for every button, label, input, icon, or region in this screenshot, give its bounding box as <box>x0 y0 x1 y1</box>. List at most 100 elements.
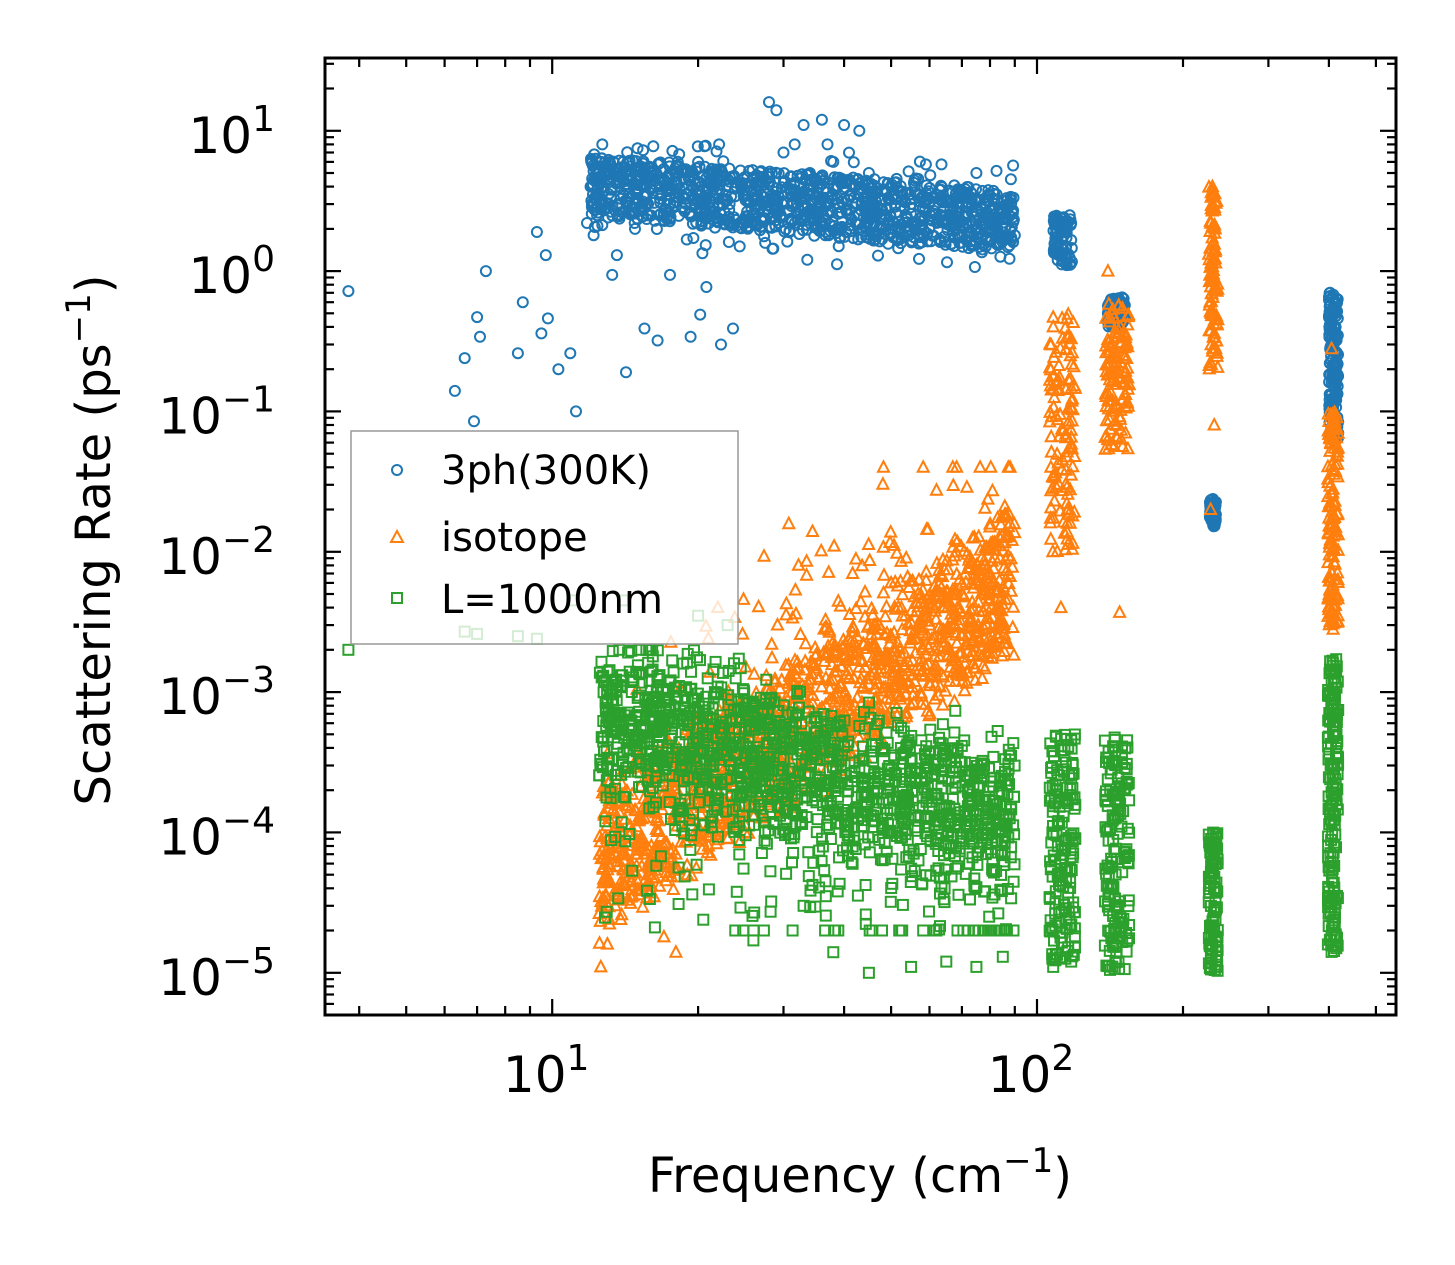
point-square <box>625 644 638 657</box>
point-circle <box>698 140 711 153</box>
point-triangle <box>889 545 905 559</box>
point-triangle <box>1327 571 1342 586</box>
point-circle <box>595 193 608 206</box>
point-triangle <box>674 833 689 848</box>
point-square <box>895 721 908 734</box>
point-triangle <box>853 652 868 666</box>
point-triangle <box>904 630 920 645</box>
point-square <box>641 884 653 897</box>
point-square <box>688 644 700 657</box>
point-triangle <box>732 834 747 848</box>
point-triangle <box>651 812 666 827</box>
point-triangle <box>985 482 1000 497</box>
point-triangle <box>992 572 1007 586</box>
point-triangle <box>777 694 792 709</box>
point-circle <box>905 198 918 211</box>
point-triangle <box>836 697 852 712</box>
point-triangle <box>1061 371 1076 386</box>
point-triangle <box>847 738 862 752</box>
point-circle <box>785 170 798 183</box>
point-circle <box>916 209 929 222</box>
point-circle <box>999 213 1012 226</box>
point-circle <box>618 183 631 196</box>
point-triangle <box>905 687 921 701</box>
point-triangle <box>1045 480 1060 494</box>
point-triangle <box>935 696 950 711</box>
point-circle <box>902 165 915 178</box>
point-triangle <box>847 645 863 659</box>
point-triangle <box>971 622 987 637</box>
point-circle <box>629 165 642 178</box>
point-circle <box>924 235 937 248</box>
point-triangle <box>598 887 613 901</box>
point-triangle <box>945 585 960 600</box>
point-triangle <box>855 680 870 694</box>
point-circle <box>935 179 947 192</box>
point-triangle <box>1007 524 1022 539</box>
point-square <box>715 688 728 701</box>
point-triangle <box>1207 216 1222 231</box>
point-circle <box>672 209 685 222</box>
plot-marks <box>342 96 1346 979</box>
point-circle <box>859 218 872 230</box>
point-triangle <box>1118 424 1133 439</box>
point-circle <box>887 216 900 229</box>
point-triangle <box>1065 535 1080 549</box>
point-triangle <box>945 459 960 473</box>
point-circle <box>997 211 1010 224</box>
point-circle <box>747 188 760 201</box>
point-triangle <box>994 602 1009 617</box>
point-triangle <box>814 542 829 557</box>
point-circle <box>479 265 492 278</box>
point-triangle <box>1206 243 1221 257</box>
point-circle <box>988 193 1001 206</box>
point-triangle <box>808 647 823 662</box>
point-triangle <box>996 559 1011 574</box>
point-circle <box>908 174 921 187</box>
point-square <box>924 723 937 736</box>
point-circle <box>687 232 700 244</box>
point-circle <box>939 193 952 206</box>
point-triangle <box>913 609 929 624</box>
point-triangle <box>995 617 1011 631</box>
point-triangle <box>915 639 930 653</box>
point-triangle <box>1054 461 1070 475</box>
point-triangle <box>663 790 678 805</box>
point-circle <box>891 231 904 244</box>
point-triangle <box>846 670 861 684</box>
point-circle <box>980 191 993 203</box>
point-triangle <box>830 685 845 699</box>
point-square <box>998 847 1011 860</box>
point-triangle <box>647 869 663 884</box>
point-circle <box>620 195 633 208</box>
point-circle <box>606 268 619 281</box>
point-triangle <box>747 666 762 680</box>
point-triangle <box>593 913 608 927</box>
point-square <box>964 893 976 906</box>
point-triangle <box>841 716 857 731</box>
point-triangle <box>1110 376 1125 390</box>
point-triangle <box>946 615 961 629</box>
point-circle <box>666 144 679 157</box>
point-triangle <box>1053 599 1069 614</box>
point-triangle <box>1115 300 1130 314</box>
point-triangle <box>603 858 618 873</box>
point-square <box>813 844 826 857</box>
point-circle <box>919 158 932 171</box>
point-triangle <box>1044 408 1059 423</box>
point-triangle <box>911 571 927 586</box>
point-triangle <box>919 645 934 660</box>
point-triangle <box>922 705 938 720</box>
point-triangle <box>908 662 923 677</box>
point-triangle <box>600 897 615 912</box>
point-triangle <box>1203 501 1218 515</box>
point-square <box>729 672 742 685</box>
point-triangle <box>623 895 638 909</box>
point-circle <box>564 347 577 360</box>
point-circle <box>606 181 619 194</box>
point-square <box>993 924 1006 937</box>
point-circle <box>935 158 948 171</box>
point-triangle <box>893 687 908 702</box>
point-triangle <box>910 585 926 600</box>
point-triangle <box>1065 458 1080 473</box>
